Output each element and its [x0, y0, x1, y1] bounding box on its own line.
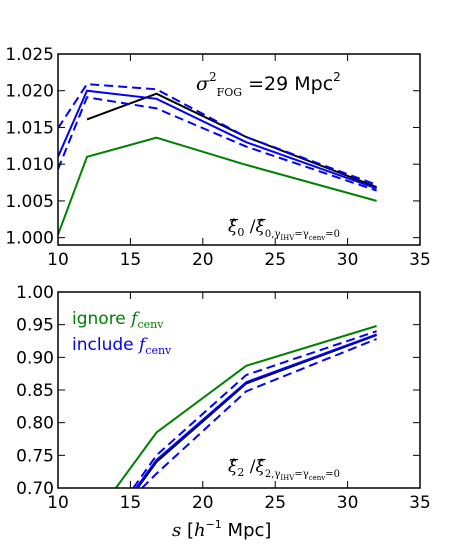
- y-tick-label: 0.90: [16, 348, 54, 368]
- series-line-0-4: [58, 96, 377, 192]
- y-tick-label: 1.025: [5, 45, 54, 65]
- legend-include: include fcenv: [72, 335, 172, 357]
- x-tick-label: 10: [47, 493, 69, 513]
- y-tick-label: 0.95: [16, 316, 54, 336]
- y-tick-label: 1.005: [5, 192, 54, 212]
- x-tick-label: 30: [337, 250, 359, 270]
- top-panel: 1.000 1.005 1.010 1.015 1.020 1.025 10 15 20 25 30…: [5, 45, 430, 270]
- bottom-panel: 0.70 0.75 0.80 0.85 0.90 0.95 1.00 10 15 20 25 30 35: [16, 283, 431, 513]
- x-tick-label: 35: [409, 493, 431, 513]
- axes-frame: [57, 53, 421, 246]
- y-tick-label: 0.80: [16, 414, 54, 434]
- series-line-1-3: [132, 330, 377, 488]
- x-tick-label: 30: [337, 493, 359, 513]
- series-line-1-2: [135, 333, 377, 488]
- x-tick-label: 20: [192, 250, 214, 270]
- series-line-1-0: [115, 325, 377, 488]
- y-tick-label: 1.00: [16, 283, 54, 303]
- x-tick-label: 35: [409, 250, 431, 270]
- series-line-0-1: [58, 136, 377, 236]
- series-line-0-0: [86, 92, 377, 188]
- series-line-1-4: [141, 338, 377, 488]
- top-ratio-annotation: ξ̂0 /ξ̂0,γIHV=γcenv=0: [228, 217, 340, 242]
- x-axis-label: s [h−1 Mpc]: [172, 518, 271, 541]
- y-tick-label: 1.010: [5, 155, 54, 175]
- y-tick-label: 1.015: [5, 118, 54, 138]
- y-tick-label: 0.70: [16, 479, 54, 499]
- series-line-0-3: [58, 83, 377, 186]
- legend-ignore: ignore fcenv: [72, 309, 164, 331]
- series-line-0-2: [58, 89, 377, 190]
- x-tick-label: 15: [120, 250, 142, 270]
- bottom-ratio-annotation: ξ̂2 /ξ̂2,γIHV=γcenv=0: [228, 457, 340, 482]
- sigma-fog-annotation: σ2FOG =29 Mpc2: [196, 70, 341, 99]
- y-tick-label: 0.75: [16, 446, 54, 466]
- y-tick-label: 0.85: [16, 381, 54, 401]
- y-tick-label: 1.020: [5, 82, 54, 102]
- x-tick-label: 25: [264, 493, 286, 513]
- x-tick-label: 20: [192, 493, 214, 513]
- y-tick-label: 1.000: [5, 229, 54, 249]
- x-tick-label: 15: [120, 493, 142, 513]
- x-tick-label: 10: [47, 250, 69, 270]
- x-tick-label: 25: [264, 250, 286, 270]
